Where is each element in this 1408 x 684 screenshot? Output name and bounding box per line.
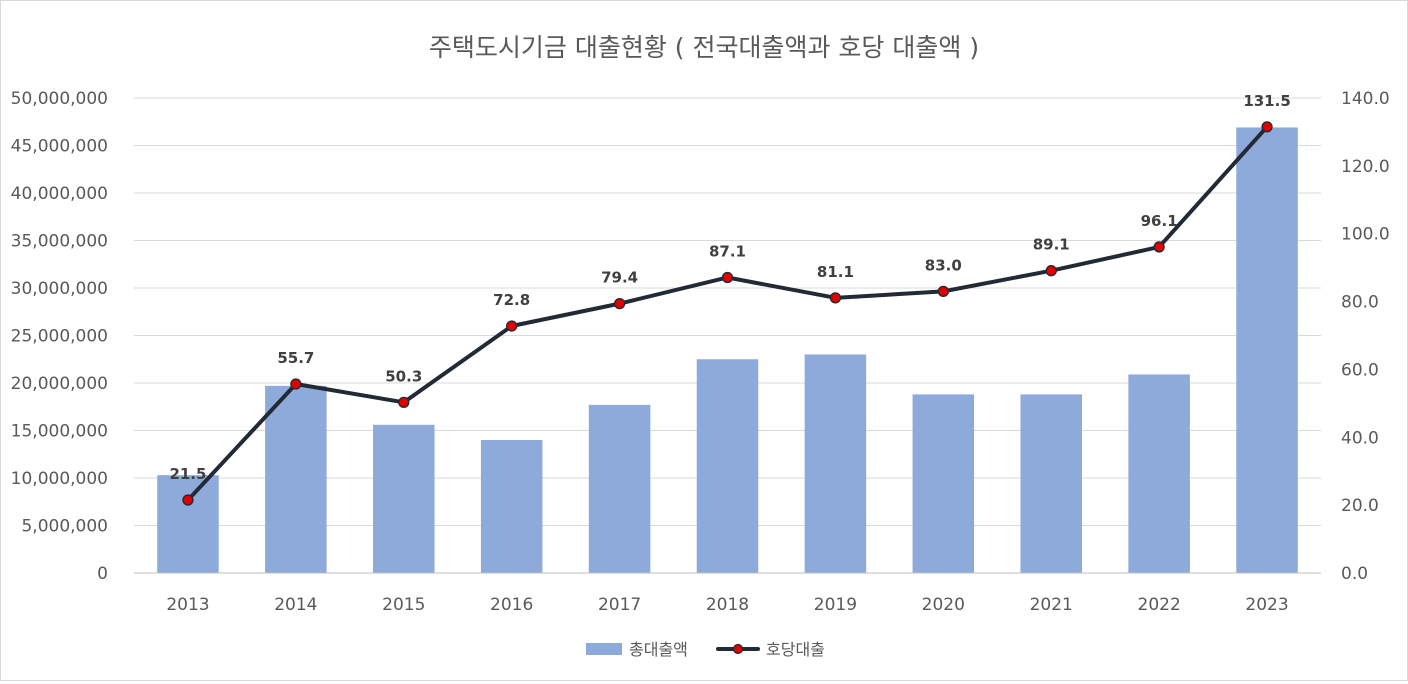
bar xyxy=(588,404,651,573)
x-tick-label: 2022 xyxy=(1138,595,1181,615)
bar-series xyxy=(157,127,1298,573)
y-right-tick-label: 20.0 xyxy=(1341,496,1379,516)
legend-bar-swatch xyxy=(586,643,622,655)
bar xyxy=(696,359,759,573)
legend: 총대출액 호당대출 xyxy=(586,640,825,659)
line-point xyxy=(1045,265,1057,277)
line-point xyxy=(937,285,949,298)
bar xyxy=(265,385,327,573)
data-label: 83.0 xyxy=(925,256,962,274)
data-labels: 21.5 55.7 50.3 72.8 79.4 87.1 81.1 83.0 89.1 96.1… xyxy=(169,92,1290,483)
y-right-tick-label: 40.0 xyxy=(1341,428,1379,448)
bar xyxy=(804,354,867,573)
y-left-tick-label: 0 xyxy=(97,564,108,584)
x-tick-label: 2019 xyxy=(814,595,857,615)
line-point xyxy=(290,378,302,390)
bar xyxy=(1020,394,1082,573)
data-label: 79.4 xyxy=(601,269,638,287)
x-tick-label: 2018 xyxy=(706,595,749,615)
y-left-tick-label: 30,000,000 xyxy=(11,279,108,299)
data-label: 50.3 xyxy=(385,367,422,385)
gridlines xyxy=(134,97,1321,526)
bar xyxy=(912,394,975,573)
y-left-tick-label: 20,000,000 xyxy=(11,374,108,394)
line-point xyxy=(398,396,410,408)
y-right-tick-label: 80.0 xyxy=(1341,293,1379,313)
x-tick-label: 2016 xyxy=(490,595,533,615)
y-left-tick-label: 15,000,000 xyxy=(11,422,108,442)
data-label: 131.5 xyxy=(1243,92,1290,110)
line-point xyxy=(506,320,518,332)
data-label: 96.1 xyxy=(1141,212,1178,230)
y-right-tick-label: 120.0 xyxy=(1341,157,1390,177)
data-label: 21.5 xyxy=(169,465,206,483)
y-right-tick-label: 0.0 xyxy=(1341,564,1368,584)
x-tick-label: 2023 xyxy=(1245,595,1288,615)
line-point xyxy=(1153,241,1165,253)
x-tick-label: 2017 xyxy=(598,595,641,615)
bar xyxy=(157,475,219,573)
x-tick-label: 2014 xyxy=(274,595,317,615)
y-left-tick-label: 25,000,000 xyxy=(11,327,108,347)
line-point xyxy=(613,297,626,310)
y-right-tick-label: 100.0 xyxy=(1341,225,1390,245)
line-point xyxy=(182,494,194,506)
bar xyxy=(373,424,435,573)
line-point xyxy=(721,271,734,284)
legend-bar-label: 총대출액 xyxy=(629,640,688,659)
bar xyxy=(480,440,543,573)
data-label: 72.8 xyxy=(493,291,530,309)
data-label: 55.7 xyxy=(277,349,314,367)
y-left-tick-label: 50,000,000 xyxy=(11,89,108,109)
y-left-tick-label: 45,000,000 xyxy=(11,137,108,157)
legend-line-marker xyxy=(732,643,744,655)
data-label: 81.1 xyxy=(817,263,854,281)
x-tick-label: 2020 xyxy=(922,595,965,615)
line-series xyxy=(182,121,1273,506)
x-tick-label: 2013 xyxy=(166,595,209,615)
chart-title: 주택도시기금 대출현황 ( 전국대출액과 호당 대출액 ) xyxy=(429,33,979,62)
y-left-tick-label: 35,000,000 xyxy=(11,232,108,252)
line-point xyxy=(829,292,842,304)
legend-line-label: 호당대출 xyxy=(766,640,825,659)
y-left-tick-label: 40,000,000 xyxy=(11,184,108,204)
x-tick-label: 2021 xyxy=(1030,595,1073,615)
x-tick-label: 2015 xyxy=(382,595,425,615)
bar xyxy=(1128,374,1190,573)
y-right-tick-label: 140.0 xyxy=(1341,89,1390,109)
y-right-tick-label: 60.0 xyxy=(1341,360,1379,380)
line-point xyxy=(1261,121,1273,133)
y-left-tick-label: 10,000,000 xyxy=(11,469,108,489)
y-left-tick-label: 5,000,000 xyxy=(21,517,108,537)
data-label: 89.1 xyxy=(1033,236,1070,254)
data-label: 87.1 xyxy=(709,242,746,260)
bar xyxy=(1236,127,1298,573)
axes: 0 5,000,000 10,000,000 15,000,000 20,000,000… xyxy=(11,89,1390,615)
